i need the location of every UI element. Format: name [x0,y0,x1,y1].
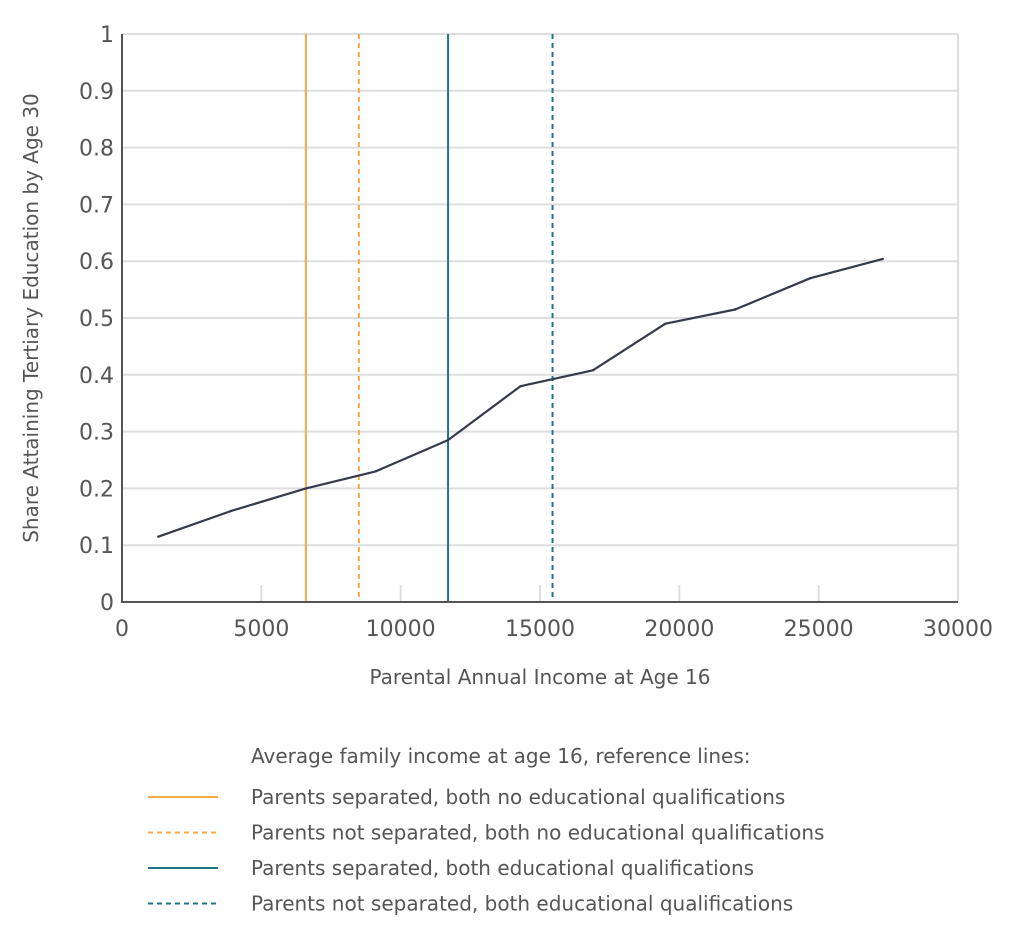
legend-label-4: Parents not separated, both educational … [251,892,793,916]
data-point [733,308,737,311]
series-layer [157,257,884,538]
y-tick-label: 0.9 [79,80,114,105]
legend-label-2: Parents not separated, both no education… [251,821,824,845]
y-tick-label: 0.4 [79,364,114,389]
data-point [664,322,667,325]
x-tick-label: 25000 [784,617,854,642]
y-tick-labels: 0 0.1 0.2 0.3 0.4 0.5 0.6 0.7 0.8 0.9 1 [79,23,114,616]
y-tick-label: 1 [100,23,114,48]
series-line [157,257,884,538]
y-tick-label: 0.3 [79,421,114,446]
data-point [591,369,595,372]
data-point [157,535,160,538]
x-tick-labels: 0 5000 10000 15000 20000 25000 30000 [115,617,993,642]
x-tick-label: 5000 [233,617,289,642]
grid-lines [122,33,959,602]
reference-lines [304,34,554,602]
y-tick-label: 0.7 [79,193,114,218]
y-tick-label: 0.2 [79,477,114,502]
x-minor-ticks [260,585,820,602]
y-tick-label: 0 [100,591,114,616]
legend: Average family income at age 16, referen… [148,744,824,916]
data-point [519,384,522,388]
legend-label-1: Parents separated, both no educational q… [251,785,785,809]
axes [121,34,958,603]
x-axis-title: Parental Annual Income at Age 16 [370,665,711,689]
x-tick-label: 15000 [505,617,575,642]
data-point [809,277,812,280]
x-tick-label: 0 [115,617,129,642]
y-tick-label: 0.6 [79,250,114,275]
legend-title: Average family income at age 16, referen… [251,744,751,768]
x-tick-label: 20000 [644,617,714,642]
data-point [374,470,377,473]
data-point [229,509,232,513]
data-point [446,438,450,442]
y-axis-title: Share Attaining Tertiary Education by Ag… [19,93,43,543]
data-point [881,257,884,261]
x-tick-label: 10000 [366,617,436,642]
y-tick-label: 0.5 [79,307,114,332]
x-tick-label: 30000 [923,617,993,642]
y-tick-label: 0.8 [79,137,114,162]
legend-label-3: Parents separated, both educational qual… [251,856,754,880]
data-point [304,487,308,490]
y-tick-label: 0.1 [79,534,114,559]
